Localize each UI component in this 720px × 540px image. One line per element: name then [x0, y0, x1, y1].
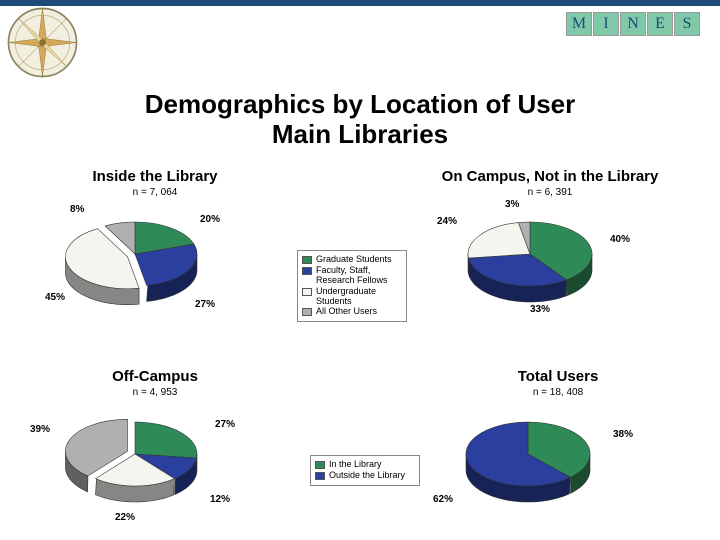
chart-inside-library: Inside the Library n = 7, 064 20% 27% 45% 8… [45, 168, 265, 324]
legend-label: In the Library [329, 460, 382, 470]
pie-svg [45, 404, 235, 524]
legend-swatch [302, 256, 312, 264]
legend-demographics: Graduate StudentsFaculty, Staff,Research… [297, 250, 407, 322]
chart-title: Inside the Library [45, 168, 265, 185]
pie-label: 3% [505, 199, 519, 210]
mines-letter: E [647, 12, 673, 36]
pie-label: 8% [70, 204, 84, 215]
legend-row: All Other Users [302, 307, 402, 317]
header-bar [0, 0, 720, 6]
legend-label: All Other Users [316, 307, 377, 317]
pie-label: 45% [45, 292, 65, 303]
legend-swatch [315, 461, 325, 469]
title-line-2: Main Libraries [272, 119, 448, 149]
pie: 20% 27% 45% 8% [45, 204, 235, 324]
pie-label: 33% [530, 304, 550, 315]
legend-row: Faculty, Staff,Research Fellows [302, 266, 402, 286]
pie-label: 39% [30, 424, 50, 435]
legend-label: Outside the Library [329, 471, 405, 481]
pie: 40%33%24%3% [440, 204, 630, 314]
legend-row: UndergraduateStudents [302, 287, 402, 307]
pie-label: 62% [433, 494, 453, 505]
chart-title: Total Users [438, 368, 678, 385]
chart-total-users: Total Users n = 18, 408 38%62% [438, 368, 678, 524]
mines-logo: M I N E S [566, 12, 700, 36]
chart-on-campus: On Campus, Not in the Library n = 6, 391… [420, 168, 680, 314]
pie-svg [438, 404, 628, 524]
chart-n: n = 7, 064 [45, 187, 265, 198]
legend-swatch [302, 288, 312, 296]
pie: 27%12%22%39% [45, 404, 235, 524]
pie-label: 27% [195, 299, 215, 310]
chart-n: n = 6, 391 [420, 187, 680, 198]
pie-label: 40% [610, 234, 630, 245]
legend-location: In the LibraryOutside the Library [310, 455, 420, 486]
legend-label: Graduate Students [316, 255, 392, 265]
legend-swatch [302, 308, 312, 316]
pie-label: 20% [200, 214, 220, 225]
mines-letter: N [620, 12, 646, 36]
pie-label: 38% [613, 429, 633, 440]
legend-label: UndergraduateStudents [316, 287, 376, 307]
mines-letter: I [593, 12, 619, 36]
chart-title: Off-Campus [45, 368, 265, 385]
legend-swatch [315, 472, 325, 480]
pie-label: 12% [210, 494, 230, 505]
chart-n: n = 18, 408 [438, 387, 678, 398]
pie-label: 24% [437, 216, 457, 227]
pie-label: 27% [215, 419, 235, 430]
legend-label: Faculty, Staff,Research Fellows [316, 266, 388, 286]
legend-row: Graduate Students [302, 255, 402, 265]
chart-off-campus: Off-Campus n = 4, 953 27%12%22%39% [45, 368, 265, 524]
legend-row: In the Library [315, 460, 415, 470]
legend-swatch [302, 267, 312, 275]
pie: 38%62% [438, 404, 628, 524]
legend-row: Outside the Library [315, 471, 415, 481]
pie-label: 22% [115, 512, 135, 523]
mines-letter: S [674, 12, 700, 36]
page-title: Demographics by Location of User Main Li… [0, 90, 720, 150]
title-line-1: Demographics by Location of User [145, 89, 576, 119]
chart-n: n = 4, 953 [45, 387, 265, 398]
compass-logo [0, 0, 85, 85]
pie-svg [440, 204, 630, 314]
mines-letter: M [566, 12, 592, 36]
chart-title: On Campus, Not in the Library [420, 168, 680, 185]
